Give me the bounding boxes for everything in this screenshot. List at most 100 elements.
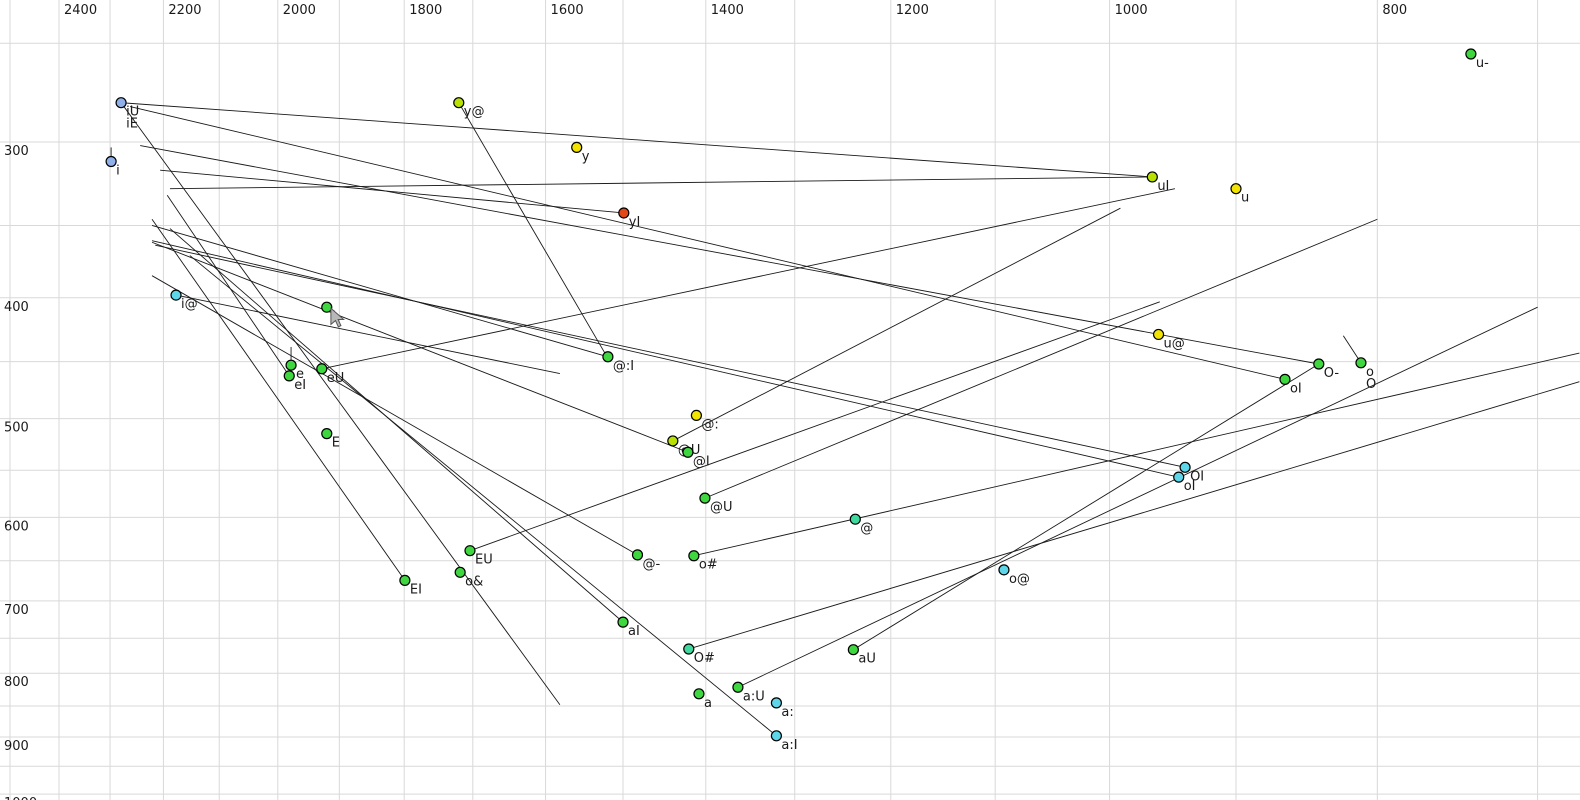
vowel-point[interactable] xyxy=(1152,328,1165,341)
trajectory-line-O xyxy=(140,145,1319,365)
vowel-label: E xyxy=(332,436,340,451)
vowel-point[interactable] xyxy=(1230,183,1242,195)
vowel-point[interactable] xyxy=(285,359,297,371)
trajectory-line-O xyxy=(688,381,1580,650)
vowel-label: @: xyxy=(701,417,718,432)
y-axis-tick-label: 600 xyxy=(4,519,29,534)
vowel-label: O xyxy=(1366,377,1376,392)
vowel-label: aI xyxy=(628,624,640,639)
y-axis-tick-label: 400 xyxy=(4,300,29,315)
vowel-point[interactable] xyxy=(732,681,744,693)
vowel-label: @ xyxy=(860,521,873,536)
vowel-label: a xyxy=(704,696,712,711)
trajectory-line-aU xyxy=(853,363,1320,651)
trajectory-line-U2 xyxy=(704,218,1378,499)
trajectory-line-EU xyxy=(469,301,1160,552)
trajectory-line-y xyxy=(458,102,607,356)
vowel-point[interactable] xyxy=(618,207,630,219)
vowel-point[interactable] xyxy=(283,370,295,382)
vowel-point[interactable] xyxy=(1179,461,1191,473)
vowel-point[interactable] xyxy=(464,545,476,557)
vowel-label: O- xyxy=(1324,366,1340,381)
vowel-point[interactable] xyxy=(683,643,695,655)
vowel-label: o xyxy=(1366,365,1374,380)
vowel-point[interactable] xyxy=(617,616,629,628)
vowel-label: @I xyxy=(693,454,710,469)
vowel-point[interactable] xyxy=(770,697,783,709)
y-axis-tick-label: 900 xyxy=(4,739,29,754)
x-axis-tick-label: 2200 xyxy=(168,3,201,18)
vowel-point[interactable] xyxy=(699,492,711,504)
vowel-label: uI xyxy=(1157,179,1169,194)
x-axis-tick-label: 1600 xyxy=(551,3,584,18)
y-axis-tick-label: 500 xyxy=(4,421,29,436)
vowel-point[interactable] xyxy=(1313,358,1325,370)
vowel-label: eI xyxy=(294,378,306,393)
x-axis-tick-label: 1000 xyxy=(1115,3,1148,18)
vowel-point[interactable] xyxy=(690,409,703,422)
vowel-point[interactable] xyxy=(316,363,328,375)
y-axis-tick-label: 1000 xyxy=(4,796,37,800)
trajectory-line-aI xyxy=(169,228,624,623)
vowel-point[interactable] xyxy=(170,289,182,301)
vowel-point[interactable] xyxy=(682,446,694,458)
x-axis-tick-label: 1200 xyxy=(896,3,929,18)
x-axis-tick-label: 1400 xyxy=(711,3,744,18)
vowel-label: aU xyxy=(858,652,875,667)
vowel-point[interactable] xyxy=(571,141,583,153)
vowel-label: EI xyxy=(410,582,422,597)
vowel-point[interactable] xyxy=(321,428,333,440)
y-axis-tick-label: 300 xyxy=(4,144,29,159)
vowel-point[interactable] xyxy=(688,550,700,562)
trajectory-line-U xyxy=(672,207,1121,442)
vowel-point[interactable] xyxy=(1465,48,1477,60)
vowel-label: @:I xyxy=(613,359,634,374)
vowel-point[interactable] xyxy=(115,97,127,109)
trajectory-line-aI xyxy=(189,255,777,737)
trajectory-line-I xyxy=(151,225,609,358)
vowel-point[interactable] xyxy=(631,549,644,561)
vowel-point[interactable] xyxy=(453,97,465,109)
vowel-point[interactable] xyxy=(1355,357,1367,369)
vowel-point[interactable] xyxy=(770,730,783,742)
vowel-point[interactable] xyxy=(849,513,861,525)
vowel-label: u@ xyxy=(1164,336,1185,351)
trajectory-line-iE xyxy=(120,102,561,706)
trajectory-line-EI xyxy=(151,219,406,581)
vowel-label: a: xyxy=(781,705,793,720)
x-axis-tick-label: 1800 xyxy=(409,3,442,18)
vowel-label: e xyxy=(296,367,304,382)
vowel-point[interactable] xyxy=(998,564,1010,576)
vowel-point[interactable] xyxy=(321,301,333,313)
vowel-point[interactable] xyxy=(667,435,679,447)
vowel-point[interactable] xyxy=(602,351,614,363)
vowel-label: yI xyxy=(629,215,641,230)
vowel-point[interactable] xyxy=(1146,171,1158,183)
trajectory-line-i xyxy=(175,294,560,374)
vowel-label: y@ xyxy=(464,105,485,120)
trajectory-line-iU xyxy=(121,102,1153,178)
vowel-point[interactable] xyxy=(847,644,859,656)
vowel-point[interactable] xyxy=(693,688,705,700)
vowel-label: @U xyxy=(710,500,733,515)
vowel-label: a:I xyxy=(781,738,797,753)
trajectory-line- xyxy=(151,275,638,556)
vowel-point[interactable] xyxy=(1279,373,1291,385)
vowel-label: oI xyxy=(1184,479,1196,494)
vowel-point[interactable] xyxy=(399,574,411,586)
vowel-point[interactable] xyxy=(454,566,466,578)
mouse-cursor-icon xyxy=(330,307,346,328)
vowel-point[interactable] xyxy=(1173,471,1185,483)
trajectory-line-uI xyxy=(169,176,1153,190)
trajectory-line-OI xyxy=(155,244,1186,468)
vowel-point[interactable] xyxy=(105,155,117,168)
x-axis-tick-label: 800 xyxy=(1382,3,1407,18)
trajectory-line-o xyxy=(693,352,1580,557)
vowel-label: i xyxy=(116,164,120,179)
x-axis-tick-label: 2400 xyxy=(64,3,97,18)
vowel-label: i@ xyxy=(181,297,198,312)
vowel-label: u- xyxy=(1476,56,1489,71)
y-axis-tick-label: 700 xyxy=(4,603,29,618)
